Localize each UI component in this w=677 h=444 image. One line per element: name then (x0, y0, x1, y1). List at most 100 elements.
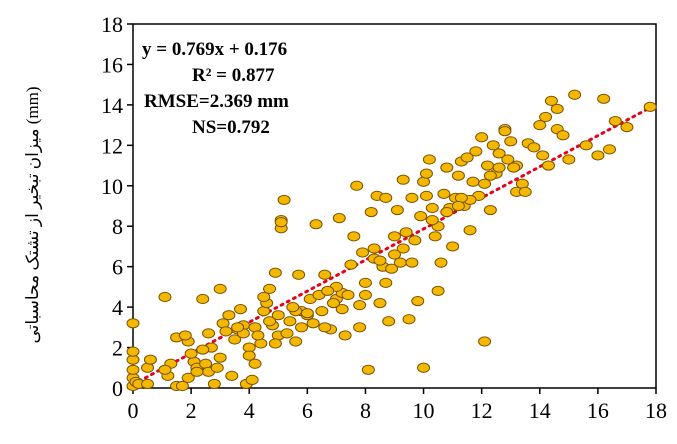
data-point (541, 160, 555, 171)
ns-annotation: NS=0.792 (192, 117, 270, 138)
data-point (175, 380, 189, 392)
data-point (318, 269, 332, 280)
rmse-annotation: RMSE=2.369 mm (144, 91, 289, 112)
data-point (181, 372, 195, 383)
data-point (451, 170, 465, 181)
data-point (213, 352, 227, 363)
data-point (364, 206, 378, 218)
data-point (504, 136, 518, 147)
data-point (463, 225, 477, 236)
data-point (268, 267, 282, 278)
data-point (126, 346, 140, 357)
data-point (271, 310, 285, 321)
data-point (202, 328, 216, 339)
data-point (196, 293, 210, 305)
y-tick-label: 16 (101, 52, 123, 77)
data-point (382, 316, 396, 327)
data-point (492, 162, 506, 173)
data-point (396, 174, 410, 185)
data-point (518, 186, 532, 197)
data-point (451, 200, 465, 212)
data-point (440, 206, 454, 218)
data-point (292, 269, 306, 280)
y-tick-label: 12 (101, 133, 123, 158)
data-point (338, 330, 352, 341)
data-point (332, 213, 346, 224)
data-point (425, 215, 439, 226)
x-tick-label: 18 (645, 398, 667, 423)
trendline (131, 103, 658, 386)
data-point (431, 285, 445, 297)
data-point (178, 330, 192, 341)
x-tick-label: 4 (244, 398, 255, 423)
data-point (385, 263, 399, 274)
data-point (219, 326, 233, 337)
data-point (228, 334, 242, 345)
data-point (326, 297, 340, 309)
data-point (373, 255, 387, 266)
data-point (242, 350, 256, 361)
data-point (280, 328, 294, 339)
data-point (419, 168, 433, 179)
data-point (405, 192, 419, 204)
data-point (309, 219, 323, 230)
data-point (126, 318, 140, 329)
data-point (225, 370, 239, 381)
data-point (562, 154, 576, 165)
data-point (263, 283, 277, 295)
x-tick-label: 2 (186, 398, 197, 423)
data-point (501, 154, 515, 165)
x-tick-label: 16 (587, 398, 609, 423)
data-point (434, 257, 448, 268)
data-point (579, 140, 593, 151)
data-point (347, 231, 361, 242)
y-tick-label: 6 (112, 255, 123, 280)
y-tick-label: 10 (101, 174, 123, 199)
data-point (428, 231, 442, 242)
data-point (405, 257, 419, 268)
data-point (295, 322, 309, 333)
data-point (143, 354, 157, 365)
data-point (480, 160, 494, 171)
data-point (126, 364, 140, 375)
data-point (396, 243, 410, 254)
x-tick-label: 10 (413, 398, 435, 423)
r-squared-annotation: R² = 0.877 (192, 65, 275, 86)
data-point (643, 101, 657, 113)
data-point (341, 289, 355, 301)
data-point (536, 150, 550, 161)
data-point (399, 227, 413, 238)
data-point (300, 308, 314, 319)
data-point (460, 152, 474, 163)
data-point (475, 132, 489, 143)
data-point (486, 140, 500, 151)
data-point (361, 364, 375, 375)
data-point (358, 289, 372, 301)
data-point (231, 322, 245, 333)
data-point (353, 322, 367, 333)
data-point (245, 374, 259, 386)
data-point (478, 178, 492, 189)
data-point (550, 103, 564, 115)
data-point (277, 194, 291, 206)
data-point (274, 217, 288, 228)
data-point (315, 306, 329, 317)
x-tick-label: 12 (471, 398, 493, 423)
data-point (411, 295, 425, 307)
data-point (483, 204, 497, 216)
data-point (210, 362, 224, 373)
x-tick-label: 0 (128, 398, 139, 423)
data-point (286, 302, 300, 313)
data-point (184, 348, 198, 359)
data-point (257, 291, 271, 303)
y-tick-label: 8 (112, 214, 123, 239)
x-tick-label: 8 (360, 398, 371, 423)
data-point (213, 283, 227, 295)
data-point (388, 231, 401, 242)
y-axis-title: میزان تبخیر از تشتک محاسباتی (mm) (23, 86, 43, 343)
data-point (469, 146, 483, 157)
data-point (620, 122, 634, 133)
data-point (466, 176, 480, 187)
data-point (367, 243, 381, 254)
